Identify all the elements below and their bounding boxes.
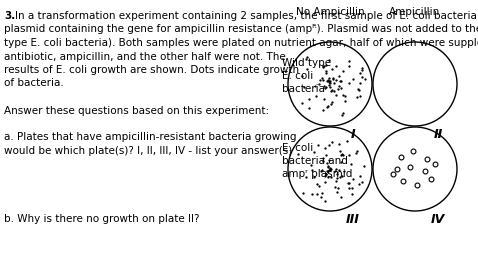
Text: b. Why is there no growth on plate II?: b. Why is there no growth on plate II? [4, 214, 199, 224]
Text: No Ampicillin: No Ampicillin [296, 7, 364, 17]
Text: I: I [351, 128, 356, 141]
Text: Wild type
E. coli
bacteria: Wild type E. coli bacteria [282, 58, 331, 94]
Text: E. coli
bacteria and
ampʳ plasmid: E. coli bacteria and ampʳ plasmid [282, 143, 352, 179]
Text: 3.: 3. [4, 11, 15, 21]
Text: a. Plates that have ampicillin-resistant bacteria growing: a. Plates that have ampicillin-resistant… [4, 133, 296, 143]
Text: results of E. coli growth are shown. Dots indicate growth: results of E. coli growth are shown. Dot… [4, 65, 299, 75]
Text: III: III [346, 213, 360, 226]
Text: type E. coli bacteria). Both samples were plated on nutrient agar, half of which: type E. coli bacteria). Both samples wer… [4, 38, 478, 48]
Text: would be which plate(s)? I, II, III, IV - list your answer(s): would be which plate(s)? I, II, III, IV … [4, 146, 292, 156]
Text: Answer these questions based on this experiment:: Answer these questions based on this exp… [4, 105, 269, 115]
Text: II: II [434, 128, 443, 141]
Text: IV: IV [431, 213, 445, 226]
Text: of bacteria.: of bacteria. [4, 79, 64, 89]
Text: In a transformation experiment containing 2 samples, the first sample of E. coli: In a transformation experiment containin… [15, 11, 478, 21]
Text: plasmid containing the gene for ampicillin resistance (ampᴿ). Plasmid was not ad: plasmid containing the gene for ampicill… [4, 24, 478, 34]
Text: antibiotic, ampicillin, and the other half were not. The: antibiotic, ampicillin, and the other ha… [4, 51, 286, 62]
Text: Ampicillin: Ampicillin [390, 7, 441, 17]
